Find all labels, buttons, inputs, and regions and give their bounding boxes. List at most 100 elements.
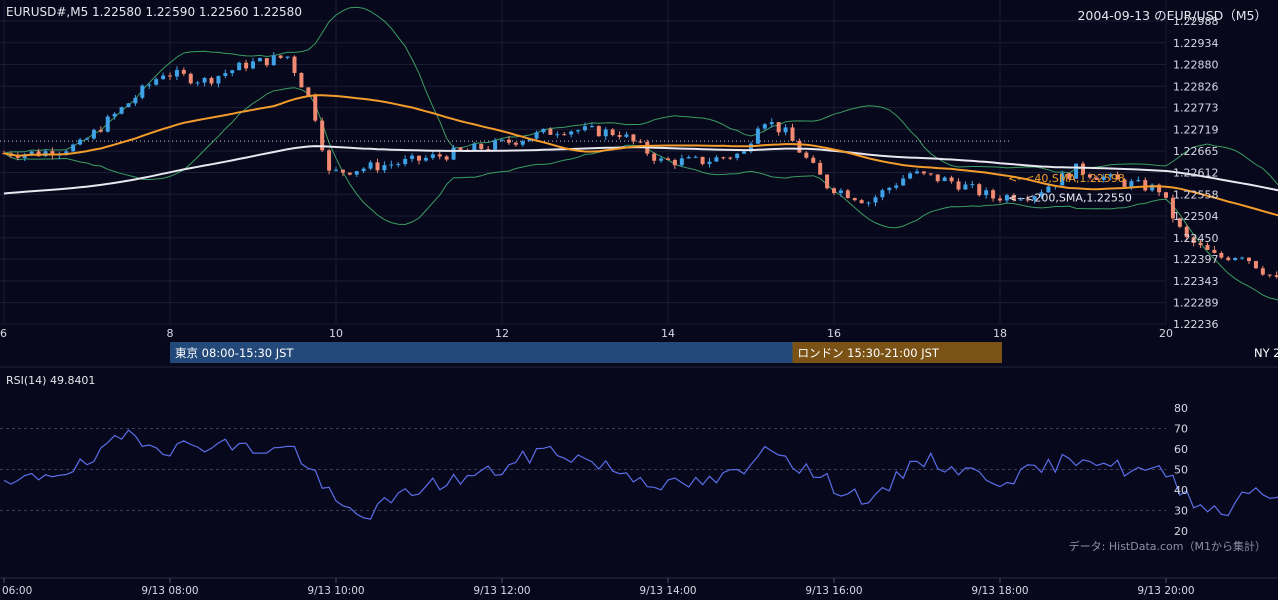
rsi-grid [0, 428, 1166, 511]
bottom-x-tick-label: 9/13 14:00 [639, 585, 696, 597]
candle-body [209, 77, 214, 84]
top-x-tick-label: 12 [495, 327, 509, 340]
candle-body [1101, 176, 1106, 180]
candle-body [576, 130, 581, 132]
candle-body [659, 158, 664, 161]
candle-body [1205, 245, 1210, 250]
candle-body [361, 168, 366, 172]
bottom-x-tick-label: 06:00 [2, 585, 32, 597]
bottom-x-tick-label: 9/13 12:00 [473, 585, 530, 597]
rsi-y-tick-label: 60 [1174, 443, 1188, 456]
price-y-ticks: 1.22988 1.22934 1.22880 1.22826 1.22773 1.227… [1173, 15, 1219, 331]
candle-body [1233, 257, 1238, 261]
session-bar: 東京 08:00-15:30 JST ロンドン 15:30-21:00 JST NY… [170, 342, 1278, 363]
candle-body [64, 151, 69, 154]
top-x-tick-label: 16 [827, 327, 841, 340]
candle-body [852, 198, 857, 201]
candle-body [818, 162, 823, 175]
candle-body [15, 156, 20, 158]
candle-body [244, 62, 249, 69]
candle-body [548, 128, 553, 135]
price-y-tick-label: 1.22343 [1173, 275, 1219, 288]
candle-body [479, 143, 484, 150]
candle-body [755, 128, 760, 144]
candle-body [1115, 174, 1120, 180]
candle-body [520, 141, 525, 145]
top-x-tick-label: 14 [661, 327, 675, 340]
session-label: 東京 08:00-15:30 JST [175, 346, 294, 360]
rsi-y-tick-label: 30 [1174, 505, 1188, 518]
candle-body [437, 154, 442, 157]
candle-body [292, 56, 297, 73]
candle-body [603, 129, 608, 137]
candle-body [527, 138, 532, 142]
candle-body [486, 149, 491, 151]
rsi-line [3, 429, 1278, 520]
candle-body [693, 156, 698, 158]
bollinger-bands [3, 6, 1278, 301]
candle-body [617, 135, 622, 137]
sma40-line [3, 94, 1278, 217]
candle-body [866, 202, 871, 204]
candle-body [686, 157, 691, 159]
candle-body [423, 157, 428, 161]
candle-body [237, 62, 242, 71]
candle-body [1011, 195, 1016, 201]
price-y-tick-label: 1.22773 [1173, 102, 1219, 115]
candle-body [472, 143, 477, 151]
sma40-label: <--<40,SMA,1.22598 [1008, 172, 1125, 185]
candle-body [71, 144, 76, 152]
top-x-tick-label: 18 [993, 327, 1007, 340]
rsi-y-ticks: 80 70 60 50 40 30 20 [1174, 402, 1188, 538]
candle-body [714, 157, 719, 162]
candle-body [991, 190, 996, 199]
candle-body [112, 113, 117, 117]
candle-body [257, 58, 262, 62]
bottom-x-tick-label: 9/13 16:00 [805, 585, 862, 597]
candle-body [880, 190, 885, 198]
candle-body [1018, 199, 1023, 201]
candle-body [299, 72, 304, 88]
candle-body [354, 171, 359, 175]
candle-body [1094, 177, 1099, 180]
rsi-y-tick-label: 80 [1174, 402, 1188, 415]
candle-body [340, 169, 345, 173]
candle-body [1081, 163, 1085, 175]
candle-body [797, 140, 802, 153]
price-y-tick-label: 1.22612 [1173, 167, 1219, 180]
bottom-x-tick-label: 9/13 20:00 [1137, 585, 1194, 597]
candle-body [998, 198, 1002, 201]
candle-body [569, 131, 574, 135]
candle-body [451, 147, 456, 160]
price-y-tick-label: 1.22934 [1173, 37, 1219, 50]
candle-body [804, 152, 809, 158]
price-y-tick-label: 1.22719 [1173, 123, 1219, 136]
candle-body [417, 155, 421, 161]
candle-body [596, 126, 601, 137]
candle-body [403, 158, 408, 165]
candle-body [216, 75, 221, 84]
candle-body [334, 169, 338, 171]
candle-body [541, 128, 546, 133]
candle-body [1184, 226, 1189, 238]
candle-body [679, 158, 684, 166]
candle-body [50, 151, 55, 156]
candle-body [956, 181, 961, 190]
candle-body [140, 85, 145, 98]
candle-body [873, 197, 878, 203]
candle-body [313, 95, 318, 121]
candle-body [78, 139, 83, 145]
candle-body [652, 153, 657, 161]
candle-body [458, 147, 463, 150]
candle-body [534, 132, 539, 139]
candle-body [970, 184, 975, 186]
candle-body [285, 56, 290, 58]
candle-body [631, 134, 636, 142]
candle-body [306, 87, 311, 96]
bottom-x-tick-label: 9/13 10:00 [307, 585, 364, 597]
candle-body [666, 158, 670, 160]
price-grid [0, 0, 1167, 325]
candle-body [147, 84, 152, 86]
candle-body [1143, 180, 1148, 191]
candle-body [1025, 199, 1030, 201]
